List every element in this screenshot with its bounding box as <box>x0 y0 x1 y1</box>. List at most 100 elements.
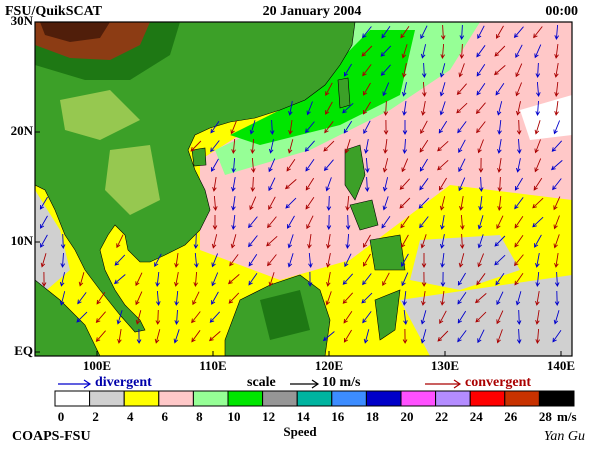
wind-arrow <box>76 311 88 323</box>
scale-arrow-head <box>311 379 320 389</box>
wind-arrow <box>534 120 541 135</box>
wind-arrow <box>343 63 352 77</box>
wind-arrow <box>458 158 466 173</box>
colorbar-title: Speed <box>283 424 317 439</box>
wind-arrow <box>476 121 486 134</box>
wind-arrow <box>535 100 540 116</box>
wind-arrow <box>496 291 504 306</box>
wind-arrow <box>475 311 487 323</box>
wind-arrow <box>400 216 410 229</box>
wind-arrow <box>439 63 446 78</box>
wind-arrow <box>497 195 502 211</box>
wind-arrow <box>191 311 201 324</box>
wind-arrow <box>364 176 370 192</box>
wind-arrow <box>268 177 276 192</box>
wind-arrow <box>251 157 256 173</box>
wind-arrow <box>514 254 524 267</box>
wind-arrow <box>515 44 523 59</box>
wind-arrow <box>495 273 505 286</box>
wind-arrow <box>363 120 371 135</box>
wind-arrow <box>421 253 427 268</box>
wind-arrow <box>39 196 48 210</box>
wind-arrow <box>344 139 351 154</box>
wind-arrow <box>306 215 314 230</box>
wind-arrow <box>286 158 296 172</box>
wind-arrow <box>364 139 369 154</box>
wind-arrow <box>515 82 523 97</box>
wind-arrow <box>113 274 126 285</box>
wind-arrow <box>456 83 467 96</box>
wind-arrow <box>380 45 392 57</box>
colorbar-label: 24 <box>470 409 484 424</box>
wind-arrow <box>40 234 48 248</box>
wind-arrow <box>402 291 407 306</box>
colorbar-swatch <box>538 390 575 407</box>
wind-arrow <box>95 311 106 324</box>
wind-arrow <box>440 215 445 230</box>
wind-arrow <box>287 139 294 154</box>
wind-arrow <box>457 272 466 286</box>
wind-arrow <box>363 253 371 267</box>
wind-arrow <box>287 215 295 229</box>
wind-arrow <box>268 139 274 154</box>
land <box>35 22 406 356</box>
wind-arrow <box>399 197 411 209</box>
wind-arrow <box>135 310 142 325</box>
wind-arrow <box>533 177 543 191</box>
wind-arrow <box>419 158 428 172</box>
wind-arrow <box>60 252 66 268</box>
wind-arrow <box>230 120 238 135</box>
colorbar-label: 14 <box>297 409 311 424</box>
colorbar-swatch <box>262 390 298 407</box>
wind-arrow <box>552 178 562 191</box>
wind-arrow <box>553 234 560 249</box>
wind-arrow <box>402 120 408 135</box>
wind-arrow <box>250 138 255 154</box>
wind-arrow <box>402 328 408 344</box>
wind-arrow <box>324 121 334 134</box>
wind-arrow <box>308 252 313 268</box>
wind-arrow <box>362 26 372 39</box>
wind-arrow <box>267 254 277 267</box>
wind-arrow <box>494 254 506 266</box>
map-time: 00:00 <box>545 4 578 19</box>
wind-arrow <box>173 329 180 344</box>
wind-arrow <box>438 120 448 134</box>
wind-arrow <box>267 216 277 229</box>
wind-arrow <box>515 291 522 306</box>
wind-arrow <box>420 120 428 135</box>
colorbar-swatch <box>504 390 540 407</box>
wind-arrow <box>345 214 351 230</box>
wind-arrow <box>496 215 504 230</box>
wind-arrow <box>554 81 559 97</box>
wind-arrow <box>382 196 389 211</box>
wind-arrow <box>534 139 541 154</box>
wind-arrow <box>211 158 219 172</box>
wind-arrow <box>381 215 391 229</box>
wind-arrow <box>211 291 219 305</box>
wind-arrow <box>325 101 333 115</box>
wind-arrow <box>363 82 371 96</box>
wind-arrow <box>535 310 540 325</box>
wind-arrow <box>210 121 220 134</box>
wind-arrow <box>343 329 352 343</box>
wind-arrow <box>342 292 354 304</box>
wind-arrow <box>457 121 467 134</box>
wind-arrow <box>496 25 504 39</box>
wind-arrow <box>383 139 388 154</box>
wind-arrow <box>553 120 561 135</box>
colorbar-swatch <box>331 390 367 407</box>
wind-arrow <box>362 64 372 77</box>
wind-arrow <box>554 290 560 306</box>
lat-label: EQ <box>14 343 33 358</box>
wind-arrow <box>345 195 350 211</box>
wind-arrow <box>420 234 427 249</box>
wind-arrow <box>552 330 562 343</box>
wind-arrow <box>248 235 258 248</box>
wind-arrow <box>41 271 47 287</box>
wind-arrow <box>496 310 504 325</box>
wind-arrow <box>475 102 486 115</box>
wind-arrow <box>269 119 275 135</box>
wind-arrow <box>382 82 390 97</box>
